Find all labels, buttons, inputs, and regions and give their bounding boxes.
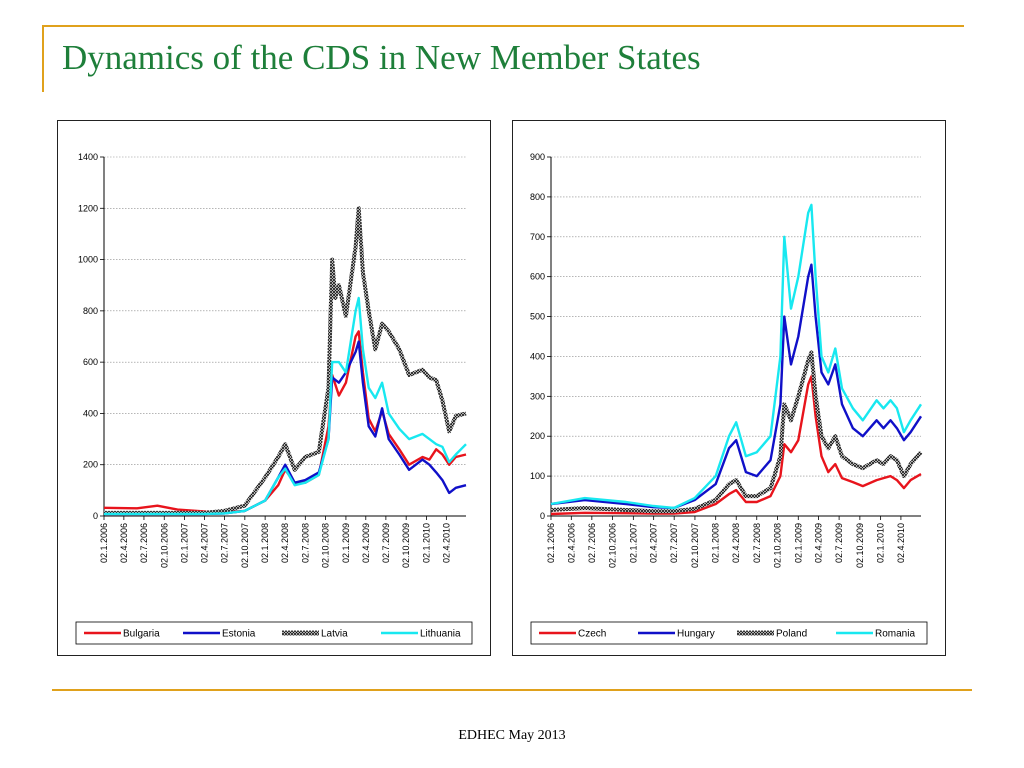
- slide-title: Dynamics of the CDS in New Member States: [62, 38, 701, 77]
- legend-label-estonia: Estonia: [222, 629, 256, 640]
- x-tick-label: 02.10.2006: [608, 523, 618, 568]
- chart-panel-baltics: 0 200 400 600 800 1000 1200 1400 02.1.2006 02.4.2…: [57, 120, 491, 656]
- x-tick-label: 02.4.2006: [119, 523, 129, 563]
- x-tick-label: 02.1.2007: [628, 523, 638, 563]
- x-tick-label: 02.10.2007: [690, 523, 700, 568]
- legend-label-czech: Czech: [578, 629, 606, 640]
- y-tick-label: 800: [83, 306, 98, 316]
- x-tick-label: 02.10.2008: [773, 523, 783, 568]
- series-line-romania: [550, 203, 923, 510]
- x-tick-label: 02.10.2009: [401, 523, 411, 568]
- y-tick-label: 1400: [78, 152, 98, 162]
- y-tick-label: 0: [93, 511, 98, 521]
- x-tick-label: 02.1.2008: [711, 523, 721, 563]
- y-tick-label: 500: [530, 312, 545, 322]
- x-tick-label: 02.7.2009: [834, 523, 844, 563]
- x-tick-label: 02.1.2008: [260, 523, 270, 563]
- x-tick-label: 02.4.2009: [814, 523, 824, 563]
- series-line-bulgaria: [103, 330, 467, 514]
- x-tick-label: 02.1.2010: [876, 523, 886, 563]
- legend-label-latvia: Latvia: [321, 629, 348, 640]
- series-line-lithuania: [104, 296, 467, 516]
- x-tick-label: 02.4.2008: [280, 523, 290, 563]
- y-tick-label: 200: [83, 460, 98, 470]
- y-tick-label: 1200: [78, 203, 98, 213]
- legend-label-poland: Poland: [776, 629, 807, 640]
- x-tick-label: 02.4.2009: [361, 523, 371, 563]
- x-tick-label: 02.1.2010: [422, 523, 432, 563]
- top-rule: [42, 25, 964, 27]
- series-line-estonia: [104, 340, 467, 516]
- legend-label-hungary: Hungary: [677, 629, 715, 640]
- y-tick-label: 100: [530, 471, 545, 481]
- x-tick-label: 02.1.2007: [180, 523, 190, 563]
- x-tick-label: 02.10.2009: [855, 523, 865, 568]
- cds-chart-baltics: 0 200 400 600 800 1000 1200 1400 02.1.2006 02.4.2…: [75, 152, 473, 645]
- slide-footer: EDHEC May 2013: [458, 728, 566, 743]
- left-rule: [42, 25, 44, 92]
- y-tick-label: 900: [530, 152, 545, 162]
- y-tick-label: 400: [530, 351, 545, 361]
- y-tick-label: 1000: [78, 255, 98, 265]
- legend-box: [530, 621, 928, 645]
- y-tick-label: 200: [530, 431, 545, 441]
- legend-label-romania: Romania: [875, 629, 915, 640]
- series-line-latvia: [104, 206, 467, 515]
- series-line-hungary: [550, 263, 923, 510]
- x-tick-label: 02.10.2007: [240, 523, 250, 568]
- legend-label-lithuania: Lithuania: [420, 629, 461, 640]
- x-tick-label: 02.1.2009: [793, 523, 803, 563]
- y-tick-label: 700: [530, 232, 545, 242]
- legend-box: [75, 621, 473, 645]
- x-tick-label: 02.1.2006: [99, 523, 109, 563]
- x-tick-label: 02.4.2007: [649, 523, 659, 563]
- x-tick-label: 02.10.2006: [159, 523, 169, 568]
- x-tick-label: 02.10.2008: [321, 523, 331, 568]
- x-tick-label: 02.7.2008: [752, 523, 762, 563]
- chart-panel-central-europe: 0 100 200 300 400 500 600 700 800 900 02.1.2006 02.…: [512, 120, 946, 656]
- legend-label-bulgaria: Bulgaria: [123, 629, 160, 640]
- legend: Czech Hungary Poland Romania: [530, 621, 928, 645]
- y-tick-label: 600: [530, 272, 545, 282]
- x-tick-label: 02.4.2010: [896, 523, 906, 563]
- x-tick-label: 02.7.2007: [669, 523, 679, 563]
- series-line-poland: [550, 350, 923, 514]
- x-tick-label: 02.7.2008: [300, 523, 310, 563]
- x-tick-label: 02.4.2007: [199, 523, 209, 563]
- cds-chart-central-europe: 0 100 200 300 400 500 600 700 800 900 02.1.2006 02.…: [530, 152, 928, 645]
- y-tick-label: 300: [530, 391, 545, 401]
- x-tick-label: 02.7.2006: [139, 523, 149, 563]
- x-tick-label: 02.4.2010: [441, 523, 451, 563]
- legend: Bulgaria Estonia Latvia Lithuania: [75, 621, 473, 645]
- y-tick-label: 800: [530, 192, 545, 202]
- y-tick-label: 0: [540, 511, 545, 521]
- x-tick-label: 02.7.2007: [220, 523, 230, 563]
- y-tick-label: 600: [83, 357, 98, 367]
- series-line-czech: [550, 375, 922, 516]
- x-tick-label: 02.7.2006: [587, 523, 597, 563]
- x-tick-label: 02.4.2006: [566, 523, 576, 563]
- x-tick-label: 02.7.2009: [381, 523, 391, 563]
- x-tick-label: 02.1.2009: [341, 523, 351, 563]
- x-tick-label: 02.1.2006: [546, 523, 556, 563]
- bottom-rule: [52, 689, 972, 691]
- y-tick-label: 400: [83, 408, 98, 418]
- x-tick-label: 02.4.2008: [731, 523, 741, 563]
